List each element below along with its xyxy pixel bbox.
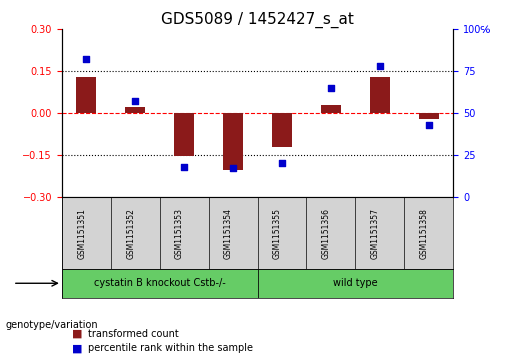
Bar (272, 113, 291, 147)
Text: ■: ■ (72, 343, 82, 354)
Text: GSM1151351: GSM1151351 (77, 208, 86, 258)
Bar (223, 113, 243, 170)
Text: ■: ■ (72, 329, 82, 339)
FancyBboxPatch shape (62, 269, 258, 298)
Point (229, 166, 237, 171)
Text: GSM1151352: GSM1151352 (126, 208, 135, 258)
Text: GSM1151357: GSM1151357 (371, 208, 380, 259)
Point (375, 63, 384, 69)
Point (180, 164, 188, 170)
Text: GSM1151353: GSM1151353 (175, 208, 184, 259)
Point (82, 56, 91, 62)
Bar (76, 77, 96, 113)
Bar (321, 105, 340, 113)
Text: GSM1151356: GSM1151356 (322, 208, 331, 259)
Text: GSM1151355: GSM1151355 (273, 208, 282, 259)
FancyBboxPatch shape (258, 269, 453, 298)
Bar (125, 107, 145, 113)
Point (327, 85, 335, 91)
Point (278, 160, 286, 166)
Title: GDS5089 / 1452427_s_at: GDS5089 / 1452427_s_at (161, 12, 354, 28)
Text: GSM1151354: GSM1151354 (224, 208, 233, 259)
Text: cystatin B knockout Cstb-/-: cystatin B knockout Cstb-/- (94, 278, 226, 288)
Text: transformed count: transformed count (88, 329, 178, 339)
Point (424, 122, 433, 128)
Bar (419, 113, 438, 119)
Text: percentile rank within the sample: percentile rank within the sample (88, 343, 252, 354)
Bar (370, 77, 389, 113)
Text: GSM1151358: GSM1151358 (420, 208, 428, 258)
Bar (174, 113, 194, 156)
Text: genotype/variation: genotype/variation (5, 320, 98, 330)
Point (131, 98, 139, 104)
Text: wild type: wild type (333, 278, 377, 288)
